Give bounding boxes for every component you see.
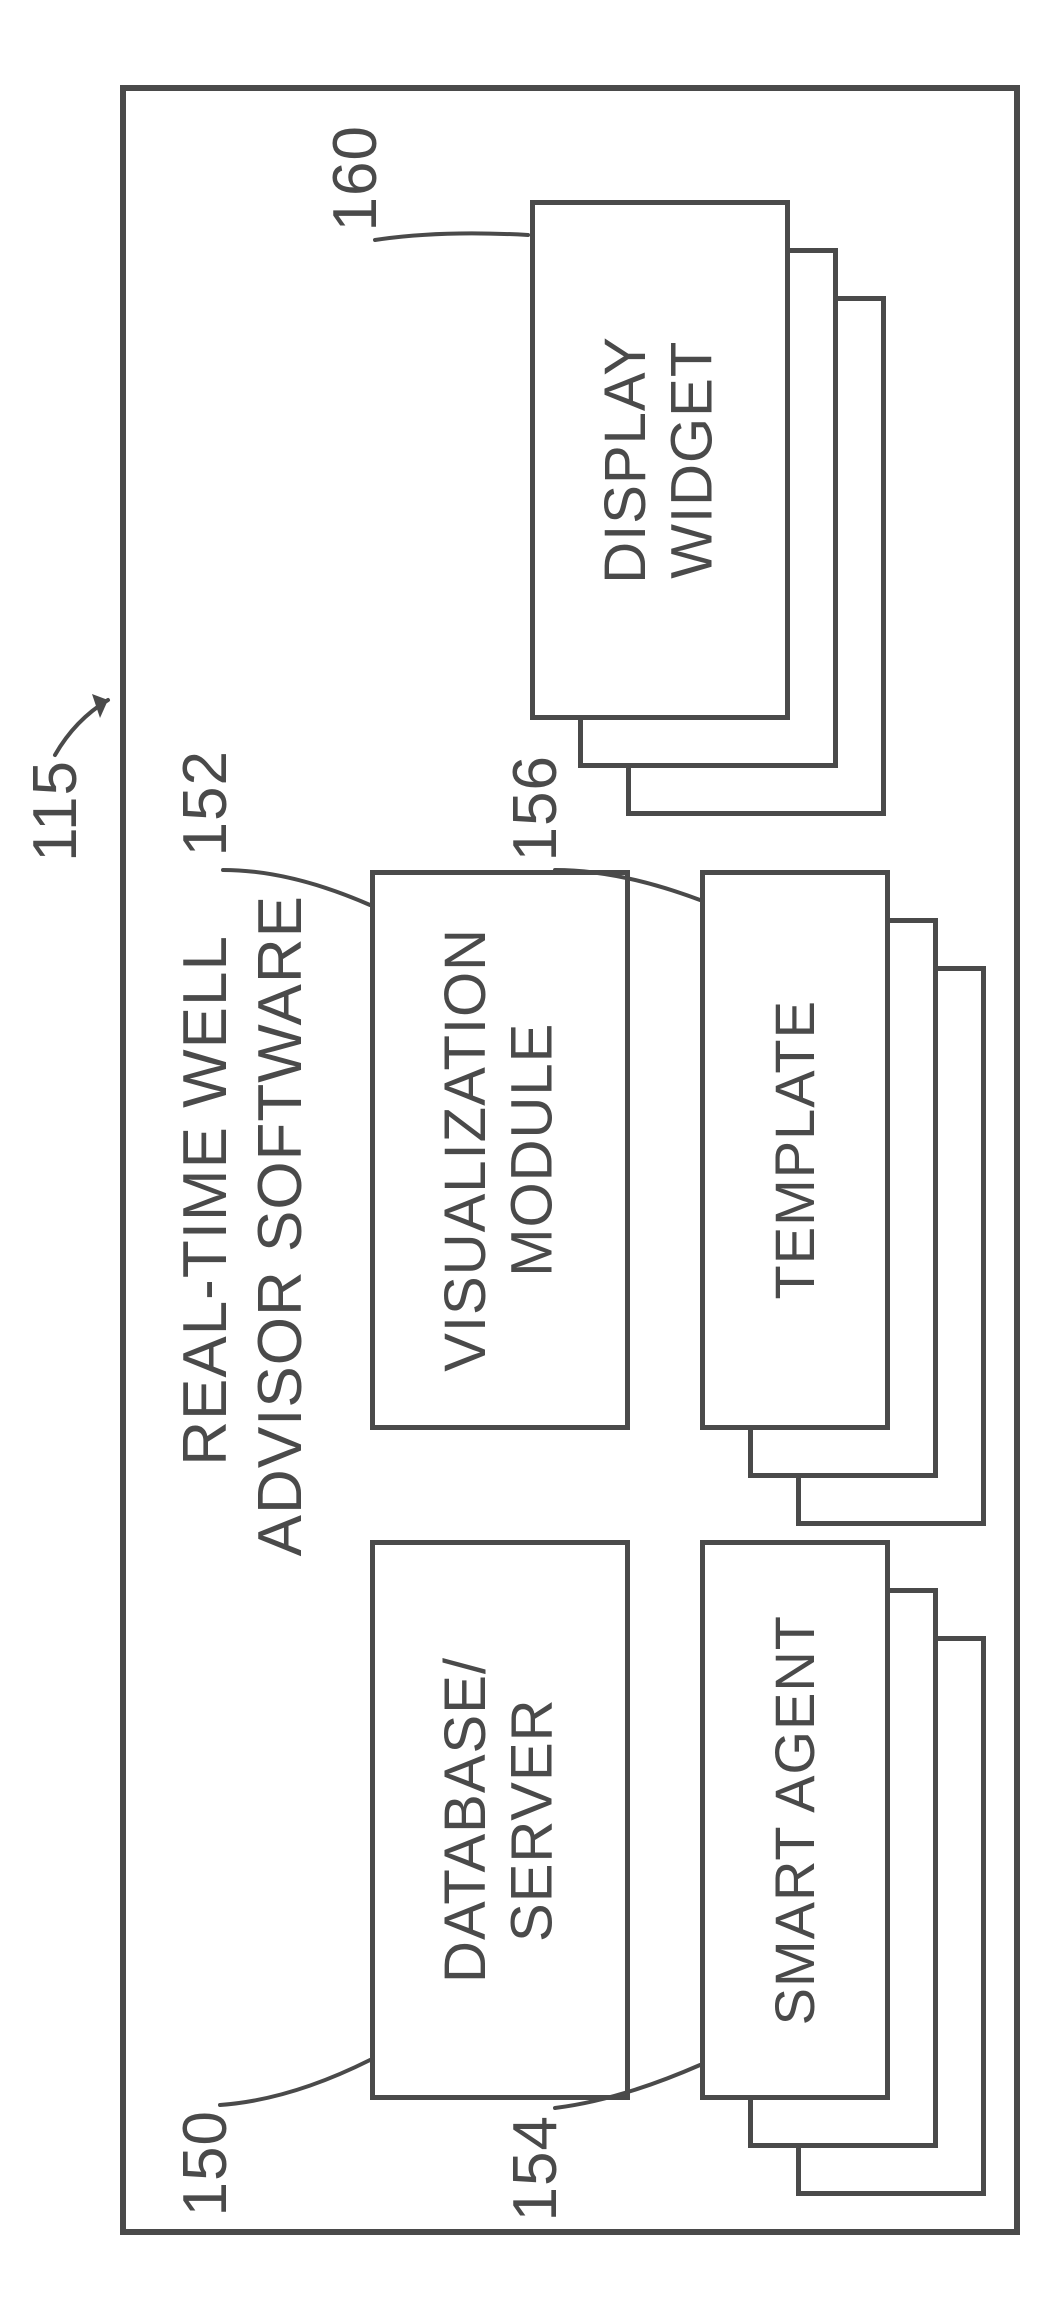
diagram-stage: 115 REAL-TIME WELL ADVISOR SOFTWARE DATA… bbox=[0, 0, 1058, 2315]
node-display-widget-leader bbox=[0, 0, 1058, 2315]
